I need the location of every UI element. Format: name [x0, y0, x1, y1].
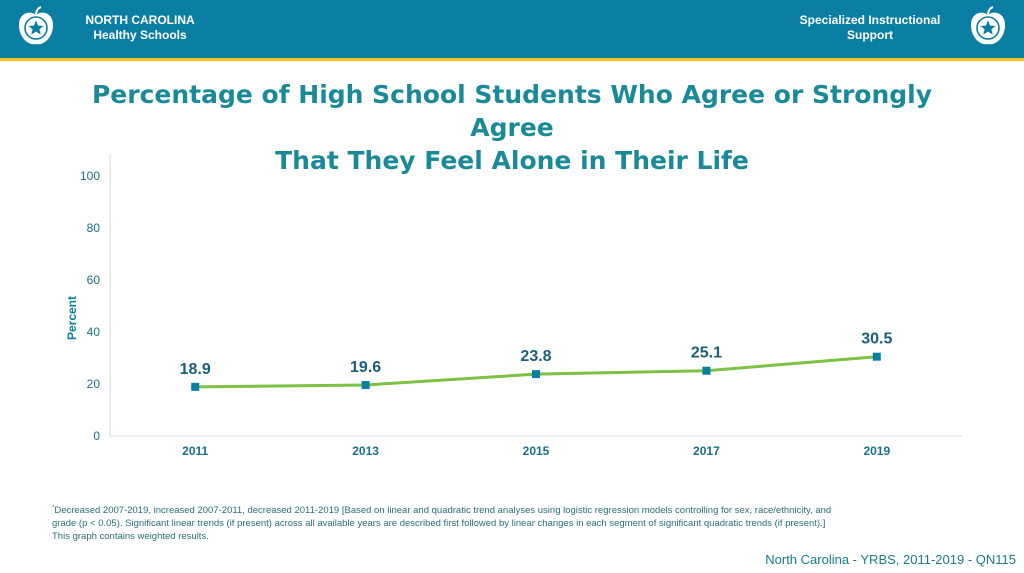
y-tick-label: 0	[93, 429, 100, 443]
footnote-line1: Decreased 2007-2019, increased 2007-2011…	[54, 505, 832, 517]
footnote: *Decreased 2007-2019, increased 2007-201…	[52, 502, 952, 543]
data-point	[532, 370, 540, 379]
data-point	[702, 366, 711, 375]
y-tick-label: 80	[87, 221, 101, 235]
source-label: North Carolina - YRBS, 2011-2019 - QN115	[765, 552, 1016, 567]
footnote-line2: grade (p < 0.05). Significant linear tre…	[52, 518, 826, 530]
data-point	[191, 382, 200, 391]
apple-star-icon	[19, 6, 53, 45]
y-tick-label: 100	[80, 169, 100, 183]
data-label: 30.5	[861, 331, 892, 348]
x-tick-label: 2013	[352, 444, 379, 458]
chart-title-line1: Percentage of High School Students Who A…	[91, 80, 933, 142]
x-tick-label: 2015	[523, 444, 550, 458]
footnote-line3: This graph contains weighted results.	[52, 531, 209, 543]
data-label: 23.8	[520, 348, 551, 365]
header-division-line2: Support	[847, 28, 893, 42]
apple-star-icon	[971, 6, 1005, 45]
header-org-line2: Healthy Schools	[93, 28, 187, 42]
x-tick-label: 2017	[693, 444, 720, 458]
data-label: 18.9	[180, 361, 211, 378]
chart-title: Percentage of High School Students Who A…	[60, 78, 964, 177]
chart-title-line2: That They Feel Alone in Their Life	[275, 146, 749, 175]
header-division-line1: Specialized Instructional	[799, 13, 941, 27]
data-label: 19.6	[350, 359, 381, 376]
line-chart: 0 20 40 60 80 100 Percent 2011 2013 2015 2017 2019 1…	[65, 154, 962, 458]
x-tick-label: 2011	[182, 444, 208, 458]
header-org-name: NORTH CAROLINA Healthy Schools	[70, 13, 210, 43]
y-tick-label: 40	[87, 325, 101, 339]
data-label: 25.1	[691, 345, 722, 362]
header-bar: NORTH CAROLINA Healthy Schools Specializ…	[0, 0, 1024, 61]
y-tick-label: 20	[87, 377, 101, 391]
header-division-name: Specialized Instructional Support	[790, 13, 950, 43]
y-tick-label: 60	[87, 273, 101, 287]
data-point	[361, 381, 370, 390]
footnote-mark: *	[52, 505, 55, 511]
data-point	[872, 352, 881, 361]
header-org-line1: NORTH CAROLINA	[85, 13, 195, 27]
y-axis-label: Percent	[65, 296, 79, 340]
x-tick-label: 2019	[863, 444, 890, 458]
